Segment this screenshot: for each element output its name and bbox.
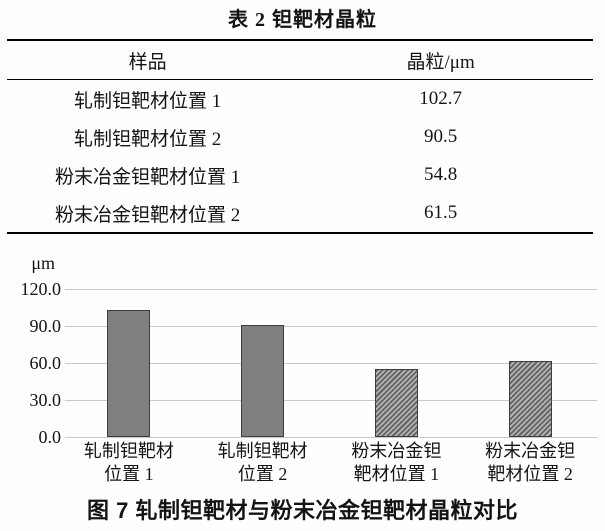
y-tick-label: 30.0 [29, 390, 62, 410]
x-category-label: 粉末冶金钽靶材位置 2 [465, 440, 595, 486]
table-row: 粉末冶金钽靶材位置 2 61.5 [7, 194, 593, 232]
bar-2 [241, 325, 285, 437]
grain-size-table: 样品 晶粒/μm 轧制钽靶材位置 1 102.7 轧制钽靶材位置 2 90.5 粉末冶金… [7, 39, 593, 234]
x-category-label-line: 粉末冶金钽 [485, 441, 576, 461]
x-category-label: 粉末冶金钽靶材位置 1 [331, 440, 461, 486]
x-category-label: 轧制钽靶材位置 1 [64, 440, 194, 486]
sample-cell: 轧制钽靶材位置 2 [74, 128, 222, 150]
table-row: 轧制钽靶材位置 2 90.5 [7, 118, 593, 156]
x-category-label-line: 位置 2 [237, 464, 288, 484]
gridline [65, 400, 597, 401]
column-header-grain: 晶粒/μm [406, 51, 475, 73]
column-header-sample: 样品 [128, 51, 167, 73]
y-tick-label: 90.0 [29, 316, 62, 336]
x-category-label-line: 位置 1 [104, 464, 154, 484]
grain-value-cell: 102.7 [419, 88, 462, 109]
sample-cell: 粉末冶金钽靶材位置 1 [55, 166, 241, 188]
x-category-label-line: 靶材位置 2 [487, 464, 573, 484]
table-row: 轧制钽靶材位置 1 102.7 [7, 80, 593, 118]
bar-1 [107, 310, 151, 437]
x-category-label-line: 粉末冶金钽 [351, 441, 442, 461]
grain-value-cell: 90.5 [424, 126, 458, 147]
grain-value-cell: 54.8 [424, 164, 458, 185]
x-category-label-line: 轧制钽靶材 [217, 441, 308, 461]
x-category-label: 轧制钽靶材位置 2 [198, 440, 328, 486]
table-row: 粉末冶金钽靶材位置 1 54.8 [7, 156, 593, 194]
sample-cell: 轧制钽靶材位置 1 [74, 90, 222, 112]
bar-3 [374, 369, 418, 437]
sample-cell: 粉末冶金钽靶材位置 2 [55, 204, 241, 226]
gridline [65, 326, 597, 327]
y-tick-label: 60.0 [29, 353, 62, 373]
x-category-label-line: 轧制钽靶材 [83, 441, 174, 461]
grain-size-chart: μm 0.0 30.0 60.0 90.0 120.0 轧制钽靶材 位置 1 轧制钽靶材 位置 … [0, 248, 605, 494]
table-body: 轧制钽靶材位置 1 102.7 轧制钽靶材位置 2 90.5 粉末冶金钽靶材位置 1 54… [7, 80, 593, 232]
y-axis-unit-label: μm [31, 253, 55, 273]
bar-4 [508, 361, 552, 437]
gridline [65, 437, 597, 438]
grain-value-cell: 61.5 [424, 202, 458, 223]
figure-caption: 图 7 轧制钽靶材与粉末冶金钽靶材晶粒对比 [87, 498, 518, 523]
x-category-label-line: 靶材位置 1 [353, 464, 440, 484]
gridline [65, 289, 597, 290]
gridline [65, 363, 597, 364]
table-header-row: 样品 晶粒/μm [7, 41, 593, 80]
y-tick-label: 120.0 [20, 279, 62, 299]
table-title: 表 2 钽靶材晶粒 [228, 9, 377, 31]
y-tick-label: 0.0 [38, 427, 62, 447]
